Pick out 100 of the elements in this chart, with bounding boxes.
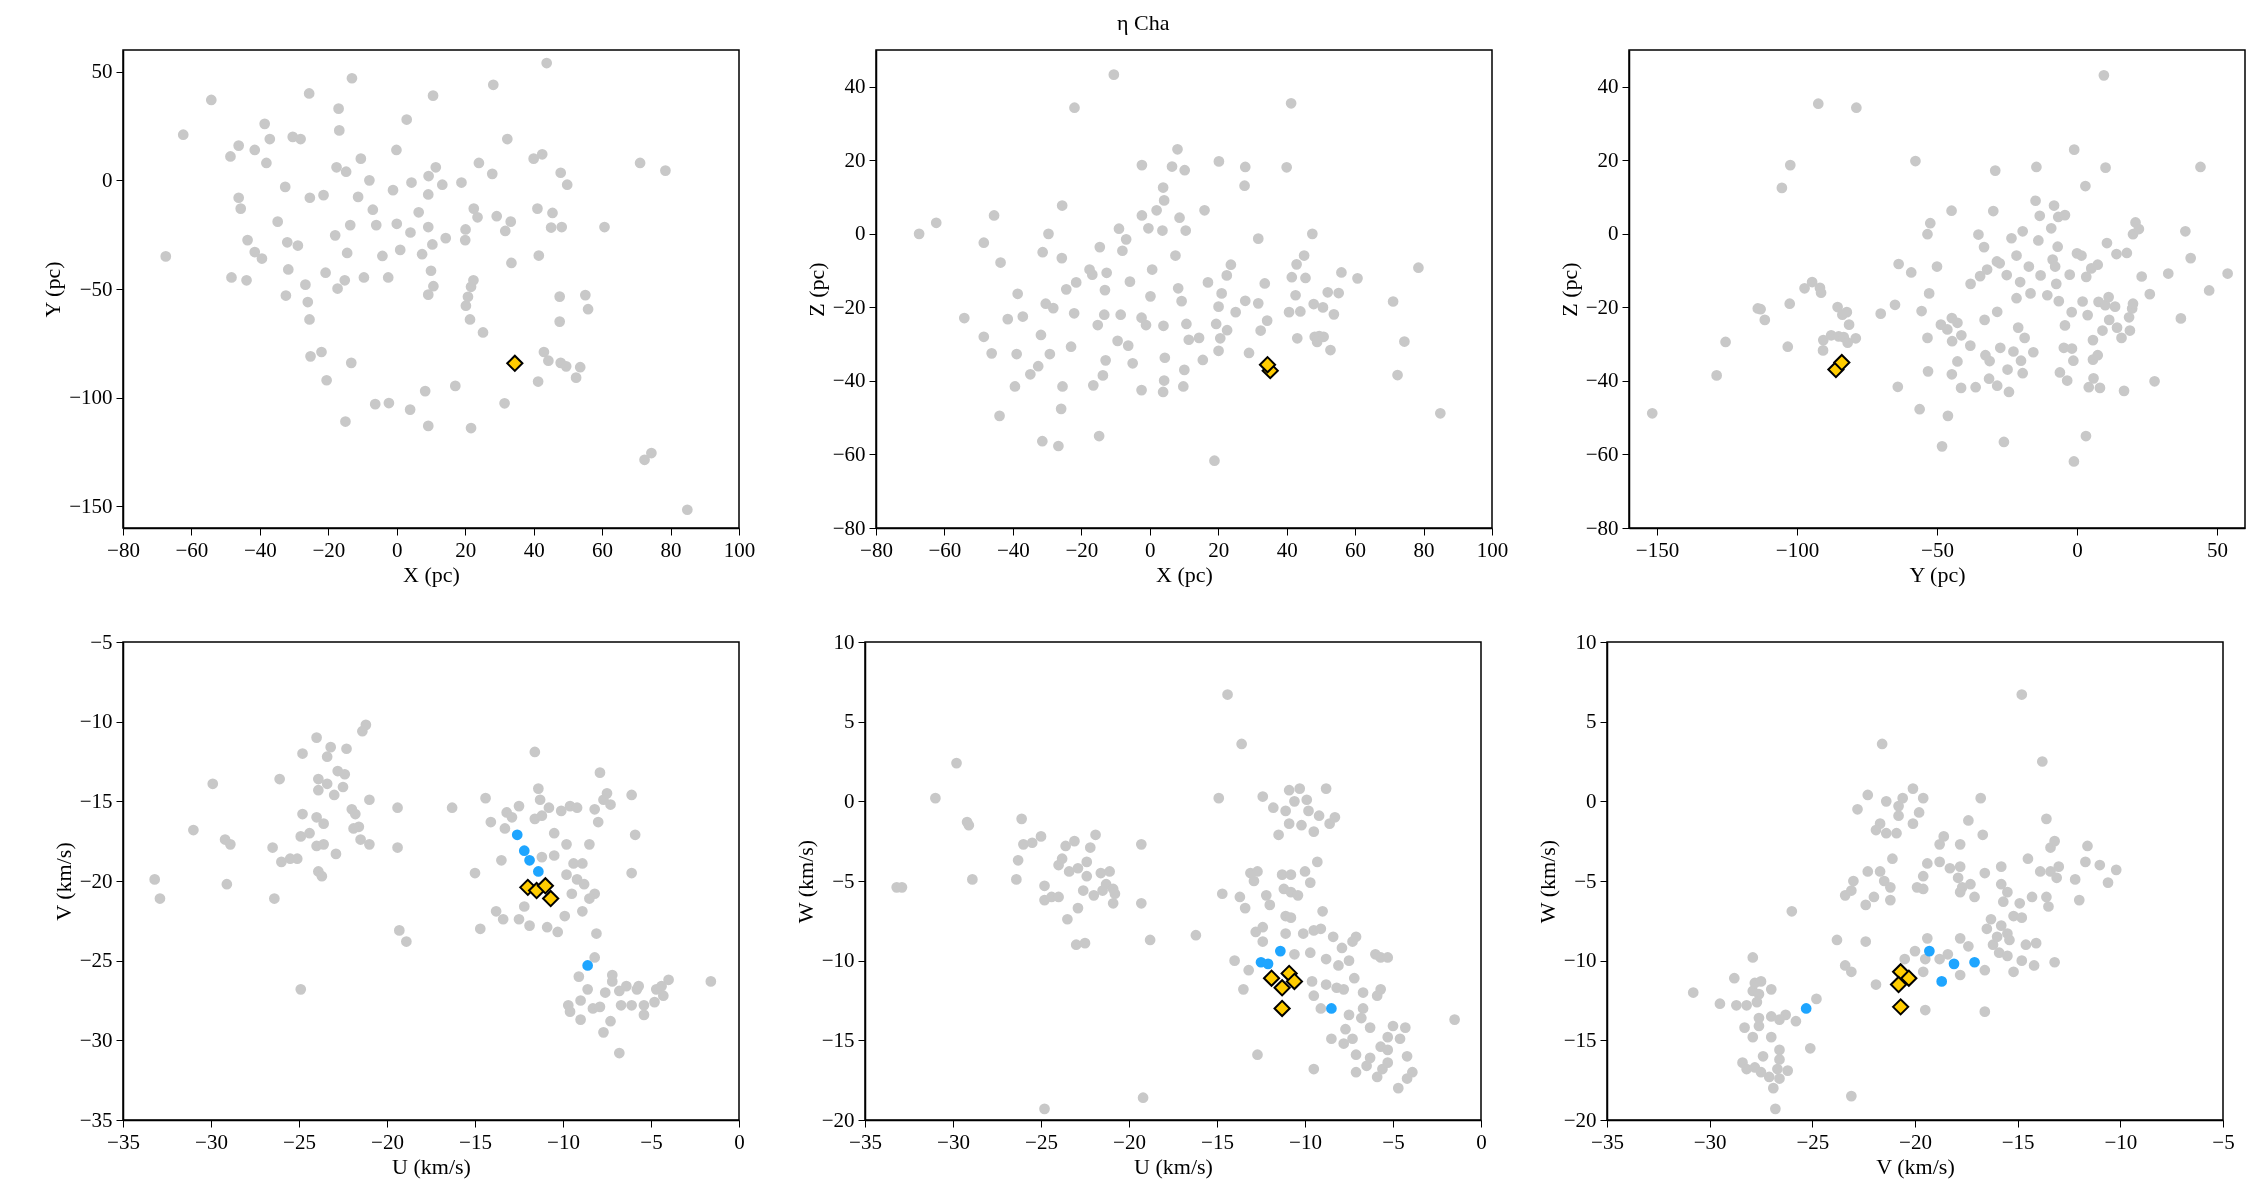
x-tick-label: −30 (937, 1129, 970, 1154)
point (511, 829, 523, 841)
x-axis-title: X (pc) (403, 561, 460, 587)
y-tick-label: 0 (1608, 221, 1619, 246)
y-tick-label: −25 (79, 948, 113, 973)
y-tick-label: −15 (1563, 1027, 1597, 1052)
x-tick-label: −15 (459, 1129, 492, 1154)
x-tick-label: −5 (1382, 1129, 1405, 1154)
y-tick-label: 20 (1597, 147, 1619, 172)
y-tick-label: −20 (79, 868, 113, 893)
y-tick-label: −30 (79, 1027, 113, 1052)
x-tick-label: 50 (2207, 537, 2228, 562)
y-tick-label: 50 (91, 59, 113, 84)
point (1285, 972, 1304, 990)
x-tick-label: 0 (1145, 537, 1156, 562)
x-tick-label: −25 (1025, 1129, 1058, 1154)
x-tick-label: 0 (392, 537, 403, 562)
x-tick-label: 20 (455, 537, 477, 562)
x-tick-label: −25 (1796, 1129, 1830, 1154)
x-tick-label: −50 (1921, 537, 1954, 562)
x-axis-title: Y (pc) (1909, 561, 1966, 587)
x-tick-label: 60 (1345, 537, 1367, 562)
y-tick-label: 0 (1586, 788, 1597, 813)
y-tick-label: −150 (69, 493, 113, 518)
x-tick-label: −80 (860, 537, 893, 562)
x-tick-label: 20 (1208, 537, 1230, 562)
point (1948, 958, 1960, 970)
y-tick-label: −5 (1574, 868, 1597, 893)
point (1889, 975, 1908, 994)
point (542, 889, 560, 908)
point (1800, 1003, 1812, 1014)
x-tick-label: −20 (1113, 1129, 1146, 1154)
y-tick-label: −40 (1585, 368, 1619, 393)
y-tick-label: −35 (79, 1107, 113, 1132)
point (1262, 969, 1281, 987)
y-tick-label: −60 (1585, 441, 1619, 466)
x-tick-label: −15 (1201, 1129, 1234, 1154)
point (1275, 945, 1286, 957)
point (524, 854, 535, 866)
x-tick-label: −60 (928, 537, 962, 562)
y-tick-label: −40 (832, 368, 866, 393)
point (1924, 945, 1935, 957)
y-tick-label: −5 (90, 629, 113, 654)
x-tick-label: −35 (107, 1129, 140, 1154)
x-axis-title: X (pc) (1156, 561, 1213, 587)
y-tick-label: 0 (102, 167, 113, 192)
x-tick-label: 80 (660, 537, 682, 562)
y-axis-title: W (km/s) (792, 839, 818, 924)
y-tick-label: −60 (832, 441, 866, 466)
point (582, 960, 593, 971)
y-tick-label: −5 (832, 868, 855, 893)
y-tick-label: −80 (832, 515, 866, 540)
x-tick-label: −40 (996, 537, 1030, 562)
y-tick-label: 10 (1575, 629, 1597, 654)
point (1273, 979, 1291, 997)
x-tick-label: −150 (1635, 537, 1680, 562)
x-tick-label: −25 (283, 1129, 316, 1154)
x-tick-label: −80 (107, 537, 140, 562)
y-tick-label: −10 (821, 948, 855, 973)
y-tick-label: −20 (832, 294, 866, 319)
x-tick-label: −20 (312, 537, 346, 562)
x-tick-label: −60 (175, 537, 209, 562)
x-axis-title: U (km/s) (1134, 1153, 1213, 1179)
point (1892, 998, 1910, 1016)
point (536, 877, 554, 895)
x-tick-label: −40 (243, 537, 277, 562)
x-tick-label: −10 (547, 1129, 580, 1154)
x-tick-label: −15 (2001, 1129, 2035, 1154)
y-axis-title: Z (pc) (803, 262, 829, 317)
x-axis-title: V (km/s) (1876, 1153, 1955, 1179)
y-tick-label: −15 (79, 788, 113, 813)
point (1326, 1003, 1337, 1014)
x-tick-label: 0 (2072, 537, 2083, 562)
y-tick-label: −10 (1563, 948, 1597, 973)
x-tick-label: 40 (1276, 537, 1298, 562)
y-tick-label: −15 (821, 1027, 855, 1052)
y-tick-label: −100 (69, 385, 113, 410)
x-tick-label: −20 (1065, 537, 1099, 562)
y-tick-label: −80 (1585, 515, 1619, 540)
y-axis-title: V (km/s) (50, 842, 76, 921)
x-tick-label: −20 (1899, 1129, 1932, 1154)
x-tick-label: 100 (723, 537, 756, 562)
y-tick-label: −50 (79, 276, 113, 301)
y-tick-label: 10 (833, 629, 855, 654)
x-tick-label: 40 (523, 537, 545, 562)
y-tick-label: 0 (844, 788, 855, 813)
point (533, 866, 544, 877)
y-axis-title: Y (pc) (40, 261, 66, 318)
y-tick-label: −20 (1563, 1107, 1597, 1132)
y-tick-label: 5 (844, 709, 855, 734)
point (518, 845, 530, 857)
point (1262, 958, 1274, 970)
point (1900, 969, 1918, 987)
y-axis-title: Z (pc) (1556, 262, 1582, 317)
point (1969, 956, 1980, 968)
y-tick-label: 5 (1586, 709, 1597, 734)
y-axis-title: W (km/s) (1534, 839, 1560, 924)
y-tick-label: −20 (821, 1107, 855, 1132)
x-tick-label: 0 (1476, 1129, 1487, 1154)
x-tick-label: −10 (1289, 1129, 1322, 1154)
